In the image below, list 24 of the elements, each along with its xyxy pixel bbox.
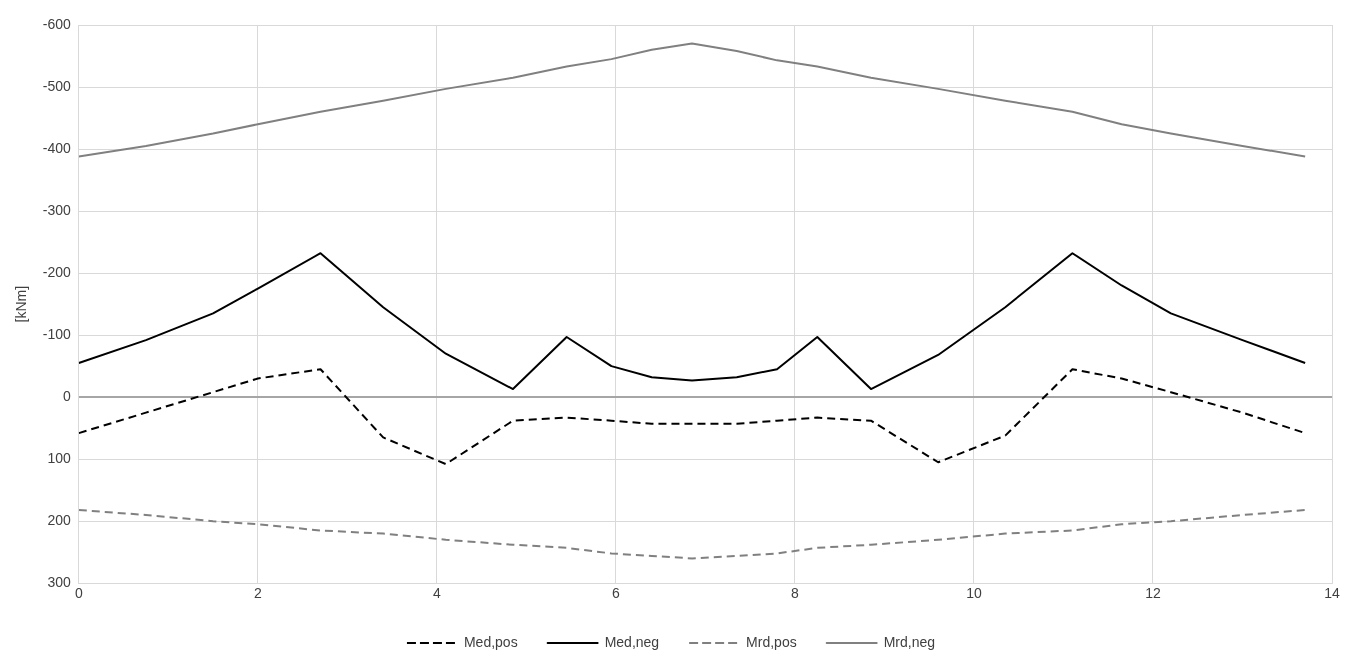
y-tick-label: -300 (42, 201, 72, 218)
x-tick-label: 0 (74, 585, 83, 602)
y-axis-title: [kNm] (13, 285, 30, 323)
x-tick-label: 10 (966, 585, 982, 602)
y-tick-label: -400 (42, 139, 72, 156)
line-series (78, 509, 1307, 560)
y-tick-label: 300 (47, 574, 72, 591)
y-tick-label: -100 (42, 325, 72, 342)
legend-label: Mrd,neg (883, 633, 936, 650)
y-tick-label: -500 (42, 77, 72, 94)
x-tick-label: 2 (253, 585, 262, 602)
y-tick-label: -600 (42, 15, 72, 32)
y-tick-label: 200 (47, 512, 72, 529)
y-tick-label: -200 (42, 263, 72, 280)
x-tick-label: 6 (612, 585, 620, 602)
x-tick-label: 4 (432, 585, 441, 602)
x-tick-label: 12 (1145, 585, 1161, 602)
legend-label: Mrd,pos (746, 633, 797, 650)
y-tick-label: 100 (47, 450, 72, 467)
legend-label: Med,neg (604, 633, 660, 650)
y-tick-label: 0 (63, 387, 72, 404)
x-tick-label: 8 (791, 585, 800, 602)
legend-label: Med,pos (463, 633, 518, 650)
x-tick-label: 14 (1324, 585, 1340, 602)
